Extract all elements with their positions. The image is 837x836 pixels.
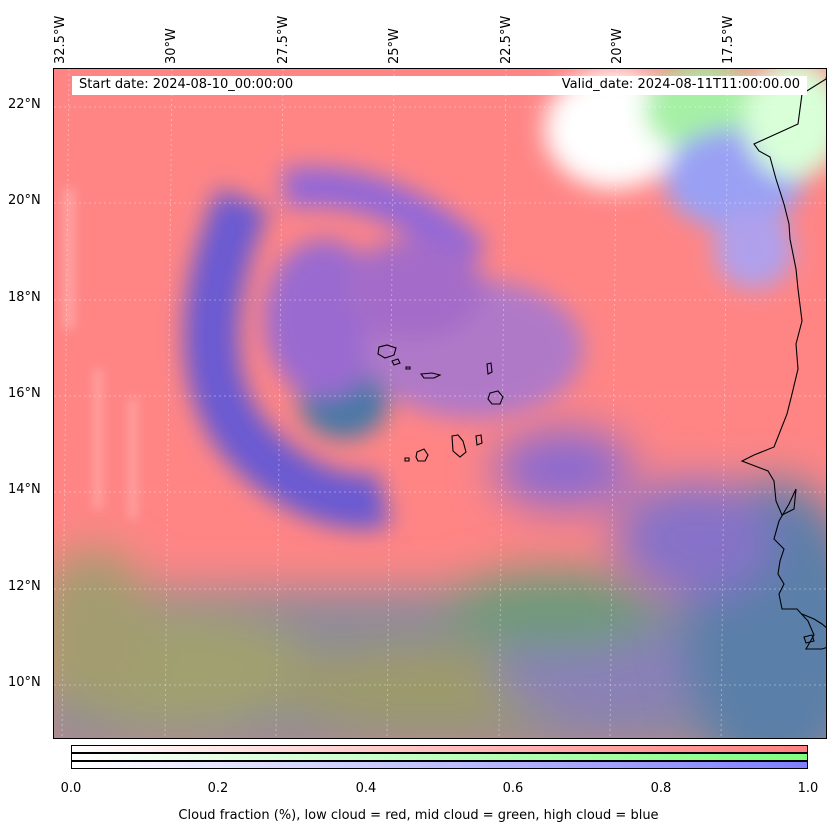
colorbar-tick-0-4: 0.4 xyxy=(355,781,377,796)
eastern-high-cloud xyxy=(494,429,826,738)
colorbar-low-cloud xyxy=(71,745,808,753)
lat-label-22n: 22°N xyxy=(8,97,41,112)
colorbar-tick-0-8: 0.8 xyxy=(650,781,672,796)
lat-label-16n: 16°N xyxy=(8,386,41,401)
gridlines xyxy=(54,69,826,738)
lat-label-18n: 18°N xyxy=(8,290,41,305)
island-sao-vicente xyxy=(391,358,401,366)
cloud-map-graphic xyxy=(54,69,826,738)
date-info-bar: Start date: 2024-08-10_00:00:00 Valid_da… xyxy=(72,76,807,95)
island-santo-antao xyxy=(377,344,397,359)
lon-label-22-5w: 22.5°W xyxy=(499,15,514,64)
cloud-map xyxy=(53,68,827,739)
start-date-label: Start date: 2024-08-10_00:00:00 xyxy=(79,77,294,92)
lat-label-20n: 20°N xyxy=(8,193,41,208)
coastline-mauritania xyxy=(740,76,826,516)
lon-label-32-5w: 32.5°W xyxy=(53,15,68,64)
island-brava xyxy=(404,457,410,462)
colorbar-mid-cloud xyxy=(71,753,808,761)
lon-label-27-5w: 27.5°W xyxy=(276,15,291,64)
colorbar-tick-0-6: 0.6 xyxy=(502,781,524,796)
colorbar-tick-0: 0.0 xyxy=(60,781,82,796)
island-maio xyxy=(475,434,483,446)
africa-coastline xyxy=(740,76,826,650)
island-sal xyxy=(486,362,493,375)
lon-label-17-5w: 17.5°W xyxy=(721,15,736,64)
island-boa-vista xyxy=(487,390,504,405)
island-sao-nicolau xyxy=(419,372,442,379)
cape-verde-islands xyxy=(377,344,504,462)
valid-date-label: Valid_date: 2024-08-11T11:00:00.00 xyxy=(561,77,800,92)
central-spiral xyxy=(184,167,584,530)
island-santiago xyxy=(451,434,467,458)
coastline-bijagos xyxy=(803,634,815,644)
colorbar-tick-0-2: 0.2 xyxy=(207,781,229,796)
lat-label-12n: 12°N xyxy=(8,579,41,594)
western-streaks xyxy=(64,189,137,519)
lat-label-14n: 14°N xyxy=(8,482,41,497)
colorbar-tick-1-0: 1.0 xyxy=(797,781,819,796)
coastline-guinea-bissau xyxy=(801,613,826,629)
lon-label-30w: 30°W xyxy=(164,28,179,64)
colorbar-label: Cloud fraction (%), low cloud = red, mid… xyxy=(178,808,659,823)
lat-label-10n: 10°N xyxy=(8,675,41,690)
colorbar-high-cloud xyxy=(71,761,808,769)
lon-label-25w: 25°W xyxy=(387,28,402,64)
lon-label-20w: 20°W xyxy=(610,28,625,64)
island-santa-luzia xyxy=(405,366,411,370)
island-fogo xyxy=(415,448,429,462)
